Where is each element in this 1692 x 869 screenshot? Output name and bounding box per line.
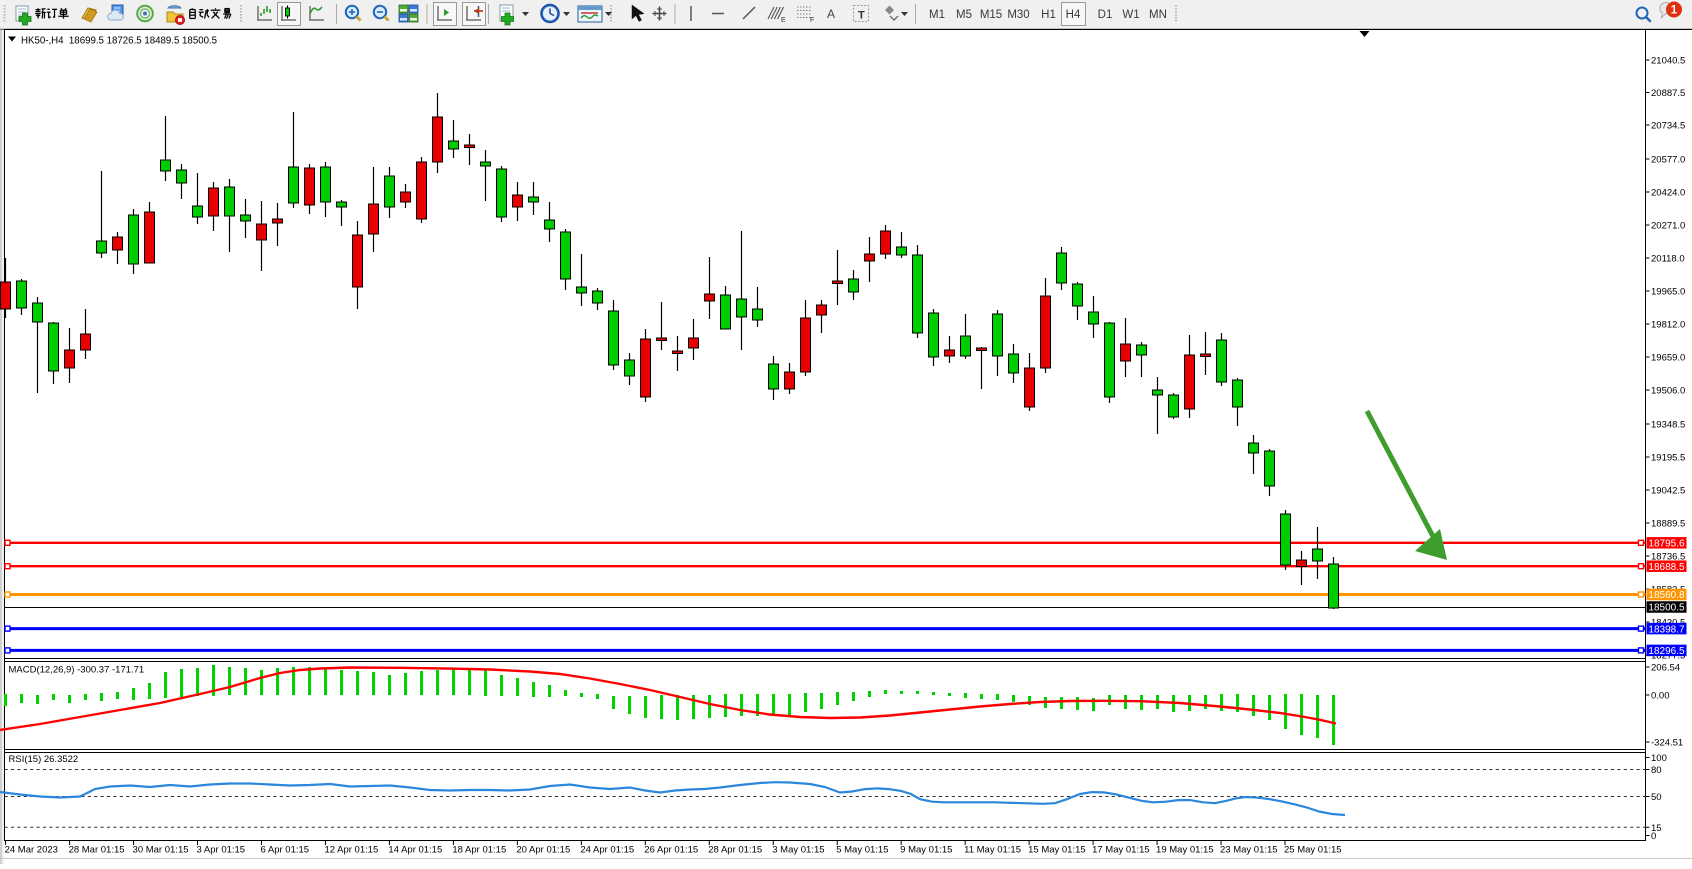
svg-text:T: T bbox=[858, 10, 865, 22]
svg-text:3 Apr 01:15: 3 Apr 01:15 bbox=[197, 845, 246, 856]
svg-text:-324.51: -324.51 bbox=[1651, 738, 1683, 749]
svg-text:M5: M5 bbox=[956, 9, 972, 21]
svg-text:28 Apr 01:15: 28 Apr 01:15 bbox=[708, 845, 762, 856]
svg-text:H4: H4 bbox=[1066, 9, 1081, 21]
svg-text:28 Mar 01:15: 28 Mar 01:15 bbox=[69, 845, 125, 856]
svg-text:206.54: 206.54 bbox=[1651, 663, 1680, 674]
svg-text:D1: D1 bbox=[1098, 9, 1113, 21]
svg-text:3 May 01:15: 3 May 01:15 bbox=[772, 845, 824, 856]
svg-text:15 May 01:15: 15 May 01:15 bbox=[1028, 845, 1086, 856]
svg-text:HK50-,H4 18699.5 18726.5 1848: HK50-,H4 18699.5 18726.5 18489.5 18500.5 bbox=[21, 36, 217, 47]
svg-text:20271.0: 20271.0 bbox=[1651, 221, 1685, 232]
svg-text:26 Apr 01:15: 26 Apr 01:15 bbox=[644, 845, 698, 856]
svg-text:5 May 01:15: 5 May 01:15 bbox=[836, 845, 888, 856]
svg-text:20577.0: 20577.0 bbox=[1651, 155, 1685, 166]
svg-text:F: F bbox=[810, 17, 814, 24]
svg-text:21040.5: 21040.5 bbox=[1651, 56, 1685, 67]
svg-text:100: 100 bbox=[1651, 753, 1667, 764]
svg-text:19812.0: 19812.0 bbox=[1651, 320, 1685, 331]
svg-text:20424.0: 20424.0 bbox=[1651, 188, 1685, 199]
svg-text:20887.5: 20887.5 bbox=[1651, 88, 1685, 99]
svg-text:30 Mar 01:15: 30 Mar 01:15 bbox=[133, 845, 189, 856]
svg-text:A: A bbox=[827, 7, 835, 21]
svg-text:20734.5: 20734.5 bbox=[1651, 121, 1685, 132]
svg-text:18500.5: 18500.5 bbox=[1648, 603, 1685, 614]
svg-text:18 Apr 01:15: 18 Apr 01:15 bbox=[452, 845, 506, 856]
svg-text:24 Apr 01:15: 24 Apr 01:15 bbox=[580, 845, 634, 856]
svg-text:M30: M30 bbox=[1007, 9, 1029, 21]
svg-text:19195.5: 19195.5 bbox=[1651, 453, 1685, 464]
svg-text:E: E bbox=[781, 17, 786, 24]
svg-text:23 May 01:15: 23 May 01:15 bbox=[1220, 845, 1278, 856]
svg-text:9 May 01:15: 9 May 01:15 bbox=[900, 845, 952, 856]
svg-text:0.00: 0.00 bbox=[1651, 691, 1670, 702]
svg-text:18688.5: 18688.5 bbox=[1648, 562, 1685, 573]
svg-text:1: 1 bbox=[1671, 5, 1678, 17]
svg-text:25 May 01:15: 25 May 01:15 bbox=[1284, 845, 1342, 856]
svg-text:18398.7: 18398.7 bbox=[1648, 624, 1685, 635]
svg-text:19 May 01:15: 19 May 01:15 bbox=[1156, 845, 1214, 856]
svg-text:18889.5: 18889.5 bbox=[1651, 519, 1685, 530]
svg-text:0: 0 bbox=[1651, 831, 1656, 842]
svg-text:20 Apr 01:15: 20 Apr 01:15 bbox=[516, 845, 570, 856]
svg-text:19659.0: 19659.0 bbox=[1651, 353, 1685, 364]
svg-text:18296.5: 18296.5 bbox=[1648, 646, 1685, 657]
svg-text:19506.0: 19506.0 bbox=[1651, 386, 1685, 397]
svg-text:19042.5: 19042.5 bbox=[1651, 486, 1685, 497]
svg-text:17 May 01:15: 17 May 01:15 bbox=[1092, 845, 1150, 856]
svg-text:80: 80 bbox=[1651, 765, 1662, 776]
svg-text:19965.0: 19965.0 bbox=[1651, 287, 1685, 298]
svg-text:18560.8: 18560.8 bbox=[1648, 590, 1685, 601]
svg-text:50: 50 bbox=[1651, 792, 1662, 803]
svg-text:12 Apr 01:15: 12 Apr 01:15 bbox=[324, 845, 378, 856]
svg-text:19348.5: 19348.5 bbox=[1651, 420, 1685, 431]
svg-text:14 Apr 01:15: 14 Apr 01:15 bbox=[388, 845, 442, 856]
svg-text:M15: M15 bbox=[980, 9, 1002, 21]
svg-text:MN: MN bbox=[1149, 9, 1167, 21]
svg-text:18795.6: 18795.6 bbox=[1648, 539, 1685, 550]
svg-text:MACD(12,26,9) -300.37 -171.71: MACD(12,26,9) -300.37 -171.71 bbox=[9, 665, 145, 676]
svg-text:H1: H1 bbox=[1041, 9, 1056, 21]
svg-text:11 May 01:15: 11 May 01:15 bbox=[964, 845, 1021, 856]
svg-text:W1: W1 bbox=[1122, 9, 1139, 21]
svg-text:RSI(15) 26.3522: RSI(15) 26.3522 bbox=[9, 754, 79, 765]
svg-text:M1: M1 bbox=[929, 9, 945, 21]
svg-text:20118.0: 20118.0 bbox=[1651, 254, 1685, 265]
svg-text:24 Mar 2023: 24 Mar 2023 bbox=[5, 845, 58, 856]
svg-text:6 Apr 01:15: 6 Apr 01:15 bbox=[260, 845, 309, 856]
